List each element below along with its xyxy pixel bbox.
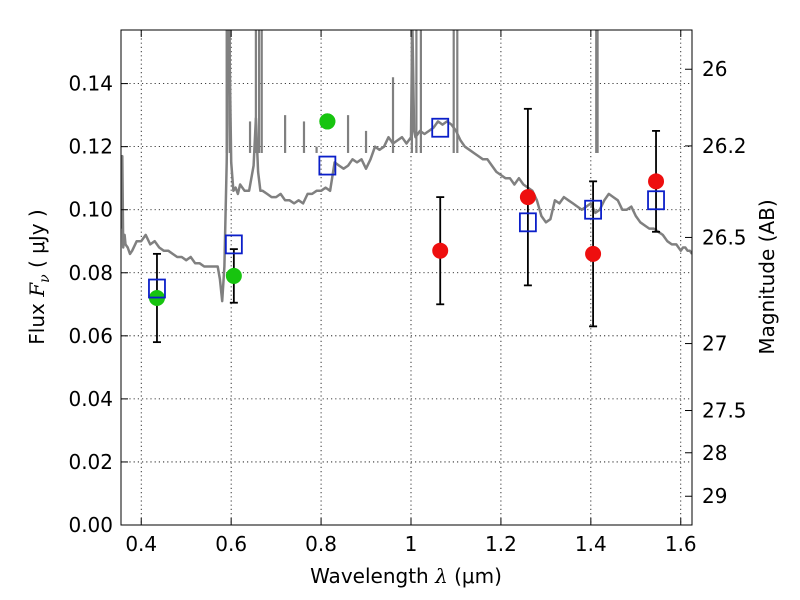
y2-tick-label: 26.5: [702, 225, 747, 249]
x-tick-label: 0.8: [305, 532, 337, 556]
observed-flux-point: [319, 113, 336, 130]
x-tick-label: 0.4: [125, 532, 157, 556]
y-tick-label: 0.12: [68, 135, 113, 159]
y2-tick-label: 27.5: [702, 399, 747, 423]
y2-tick-label: 28: [702, 441, 727, 465]
y2-tick-label: 27: [702, 332, 727, 356]
y2-tick-label: 29: [702, 484, 727, 508]
y-tick-label: 0.08: [68, 261, 113, 285]
observed-flux-point: [648, 173, 665, 190]
model-spectrum-line: [121, 30, 692, 303]
y2-tick-label: 26: [702, 57, 727, 81]
y2-axis-title: Magnitude (AB): [755, 199, 779, 354]
y-tick-label: 0.10: [68, 198, 113, 222]
x-tick-label: 1: [405, 532, 418, 556]
observed-flux-point: [585, 245, 602, 262]
y2-tick-label: 26.2: [702, 134, 747, 158]
model-photometry-square: [318, 155, 337, 176]
model-photometry-square: [224, 234, 243, 255]
grid: [121, 30, 692, 526]
y-tick-label: 0.14: [68, 72, 113, 96]
y-axis-title: Flux Fν ( μJy ): [25, 209, 53, 344]
observed-flux-point: [432, 242, 449, 259]
data-points: [148, 107, 665, 344]
x-tick-label: 1.6: [665, 532, 697, 556]
x-tick-label: 1.4: [575, 532, 607, 556]
y-tick-label: 0.04: [68, 387, 113, 411]
x-tick-label: 0.6: [215, 532, 247, 556]
y-tick-label: 0.02: [68, 450, 113, 474]
axis-ticks: 0.4 0.6 0.8 1 1.2 1.4 1.6 0.00 0.02 0.04 0.06 0.08 0…: [68, 30, 747, 556]
observed-flux-point: [225, 267, 242, 284]
model-photometry-square: [647, 190, 665, 211]
observed-flux-point: [519, 189, 536, 206]
x-tick-label: 1.2: [485, 532, 517, 556]
model-photometry-square: [584, 199, 602, 220]
y-tick-label: 0.06: [68, 324, 113, 348]
model-photometry-square: [148, 278, 166, 299]
model-spectrum: [121, 30, 692, 303]
y-tick-label: 0.00: [68, 513, 113, 537]
model-photometry-square: [431, 117, 450, 138]
plot-frame: [120, 29, 693, 526]
x-axis-title: Wavelength λ (μm): [310, 564, 502, 588]
model-photometry-square: [518, 212, 537, 233]
